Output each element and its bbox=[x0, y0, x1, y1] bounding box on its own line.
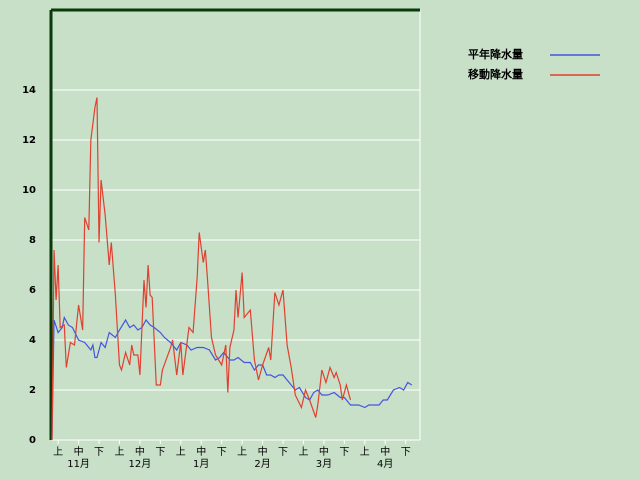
x-tick-label: 中 bbox=[74, 445, 84, 458]
x-tick-label: 中 bbox=[196, 445, 206, 458]
month-label: 2月 bbox=[254, 458, 270, 470]
y-tick-label: 2 bbox=[29, 385, 36, 396]
x-tick-label: 上 bbox=[53, 446, 63, 458]
x-tick-label: 下 bbox=[401, 447, 411, 458]
legend-label: 移動降水量 bbox=[468, 67, 523, 81]
y-tick-label: 6 bbox=[29, 285, 36, 296]
x-tick-label: 上 bbox=[176, 446, 186, 458]
x-tick-label: 中 bbox=[319, 445, 329, 458]
legend-label: 平年降水量 bbox=[468, 47, 523, 61]
month-label: 11月 bbox=[67, 458, 90, 470]
x-tick-label: 下 bbox=[339, 447, 349, 458]
month-label: 1月 bbox=[193, 458, 209, 470]
x-tick-label: 中 bbox=[380, 445, 390, 458]
x-tick-label: 下 bbox=[155, 447, 165, 458]
x-tick-label: 上 bbox=[237, 446, 247, 458]
x-tick-label: 中 bbox=[135, 445, 145, 458]
x-tick-label: 中 bbox=[258, 445, 268, 458]
y-tick-label: 8 bbox=[29, 235, 36, 246]
y-tick-label: 4 bbox=[29, 335, 36, 346]
x-tick-label: 上 bbox=[298, 446, 308, 458]
x-tick-label: 下 bbox=[94, 447, 104, 458]
y-tick-label: 0 bbox=[29, 435, 36, 446]
month-label: 12月 bbox=[129, 458, 152, 470]
month-label: 3月 bbox=[316, 458, 332, 470]
x-tick-label: 下 bbox=[278, 447, 288, 458]
month-label: 4月 bbox=[377, 458, 393, 470]
x-tick-label: 上 bbox=[360, 446, 370, 458]
x-tick-label: 上 bbox=[114, 446, 124, 458]
y-tick-label: 12 bbox=[22, 135, 36, 146]
x-tick-label: 下 bbox=[217, 447, 227, 458]
series-line bbox=[51, 97, 352, 441]
y-tick-label: 14 bbox=[22, 85, 36, 96]
y-tick-label: 10 bbox=[22, 185, 36, 196]
